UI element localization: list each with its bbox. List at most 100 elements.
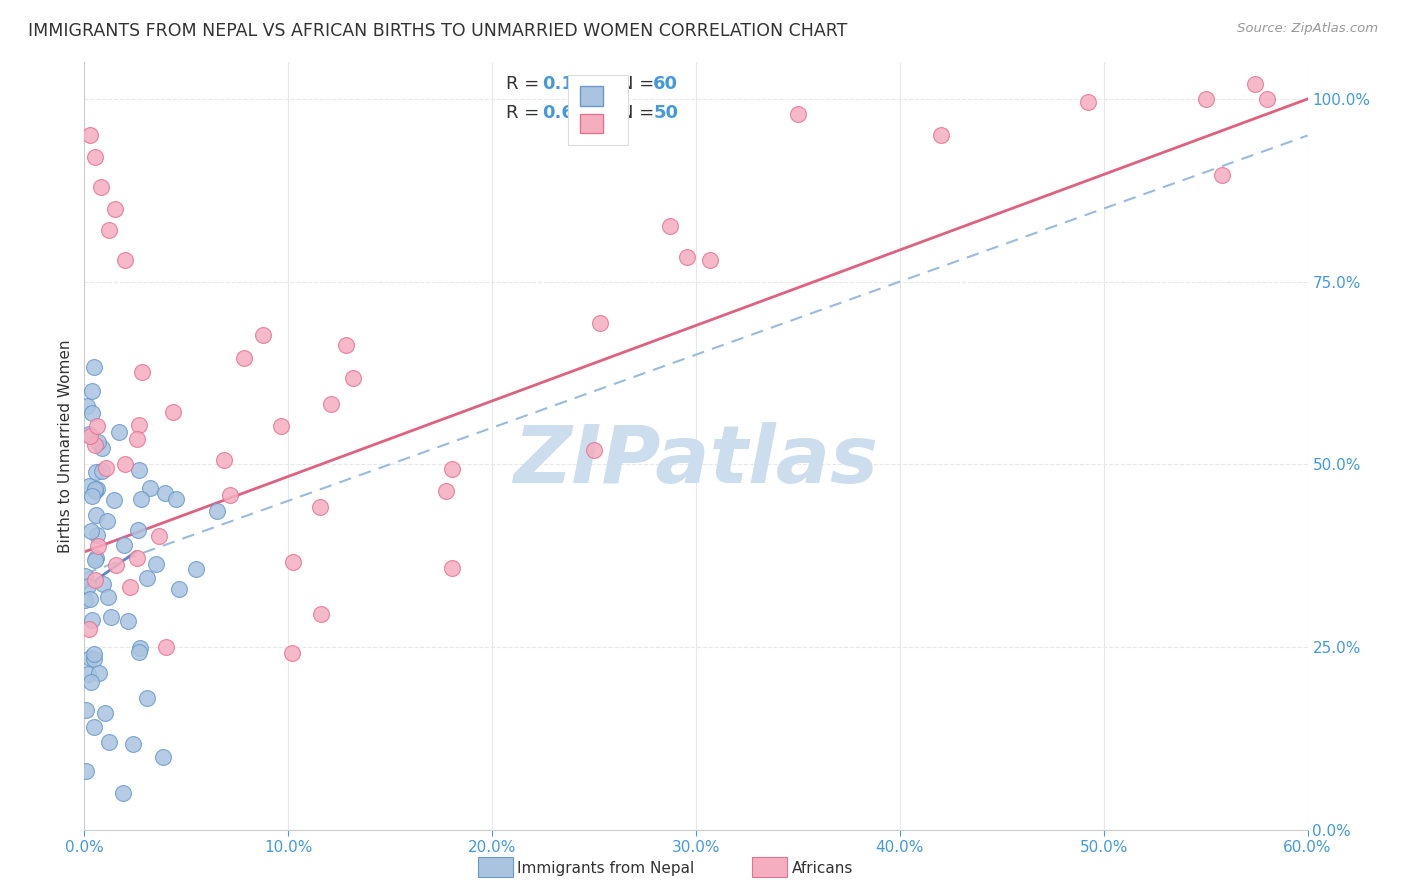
Point xyxy=(83,647,105,661)
Point xyxy=(90,179,112,194)
Point xyxy=(281,555,304,569)
Point xyxy=(440,461,463,475)
Point xyxy=(79,128,101,143)
Point xyxy=(127,524,149,538)
Point xyxy=(145,558,167,572)
Point xyxy=(75,703,97,717)
Point xyxy=(86,508,108,522)
Text: N =: N = xyxy=(620,103,661,121)
Point xyxy=(1256,92,1278,106)
Point xyxy=(79,591,101,606)
Point xyxy=(89,666,111,681)
Point xyxy=(128,645,150,659)
Point xyxy=(80,407,103,421)
Point xyxy=(75,764,97,778)
Point xyxy=(80,489,103,503)
Point xyxy=(699,253,721,268)
Text: Source: ZipAtlas.com: Source: ZipAtlas.com xyxy=(1237,22,1378,36)
Point xyxy=(77,622,100,636)
Point xyxy=(80,613,103,627)
Point xyxy=(155,640,177,655)
Point xyxy=(1211,169,1233,183)
Point xyxy=(105,558,128,572)
Point xyxy=(125,551,148,566)
Point xyxy=(138,481,160,495)
Point xyxy=(1195,92,1218,106)
Point xyxy=(83,652,105,666)
Point xyxy=(84,573,107,587)
Point xyxy=(434,483,457,498)
Point xyxy=(122,737,145,751)
Point xyxy=(83,720,105,734)
Point xyxy=(79,428,101,442)
Point xyxy=(127,432,149,446)
Point xyxy=(675,250,697,264)
Point xyxy=(114,252,136,267)
Point xyxy=(84,553,107,567)
Point xyxy=(77,667,100,681)
Point xyxy=(91,441,114,455)
Legend: , : , xyxy=(568,75,628,145)
Point xyxy=(252,328,274,343)
Point xyxy=(659,219,682,233)
Point xyxy=(1077,95,1099,109)
Y-axis label: Births to Unmarried Women: Births to Unmarried Women xyxy=(58,339,73,553)
Point xyxy=(148,528,170,542)
Point xyxy=(309,500,332,515)
Point xyxy=(96,461,118,475)
Point xyxy=(79,524,101,538)
Point xyxy=(212,453,235,467)
Point xyxy=(100,610,122,624)
Point xyxy=(270,419,292,434)
Point xyxy=(87,539,110,553)
Point xyxy=(82,384,104,398)
Point xyxy=(84,551,107,566)
Text: ZIPatlas: ZIPatlas xyxy=(513,422,879,500)
Point xyxy=(136,571,159,585)
Point xyxy=(75,593,97,607)
Point xyxy=(218,488,240,502)
Point xyxy=(103,493,125,508)
Text: 0.143: 0.143 xyxy=(541,75,599,94)
Point xyxy=(131,365,153,379)
Point xyxy=(91,577,114,591)
Point xyxy=(321,397,343,411)
Point xyxy=(87,435,110,450)
Point xyxy=(153,485,176,500)
Point xyxy=(167,582,190,596)
Point xyxy=(104,202,127,216)
Point xyxy=(929,128,952,143)
Point xyxy=(84,482,107,496)
Point xyxy=(96,514,118,528)
Point xyxy=(83,359,105,374)
Point xyxy=(90,464,112,478)
Point xyxy=(335,338,357,352)
Point xyxy=(80,674,103,689)
Point xyxy=(165,492,187,507)
Text: N =: N = xyxy=(620,75,661,94)
Point xyxy=(112,538,135,552)
Point xyxy=(152,749,174,764)
Point xyxy=(97,590,120,604)
Point xyxy=(128,641,150,656)
Point xyxy=(162,405,184,419)
Point xyxy=(77,579,100,593)
Point xyxy=(83,484,105,499)
Point xyxy=(787,106,810,120)
Point xyxy=(76,399,98,413)
Point xyxy=(583,442,606,457)
Point xyxy=(86,482,108,496)
Point xyxy=(1244,78,1267,92)
Point xyxy=(281,646,304,660)
Text: Africans: Africans xyxy=(792,862,853,876)
Point xyxy=(186,562,208,576)
Point xyxy=(114,457,136,471)
Text: R =: R = xyxy=(506,103,546,121)
Point xyxy=(94,706,117,720)
Point xyxy=(135,691,157,706)
Point xyxy=(131,492,153,507)
Text: IMMIGRANTS FROM NEPAL VS AFRICAN BIRTHS TO UNMARRIED WOMEN CORRELATION CHART: IMMIGRANTS FROM NEPAL VS AFRICAN BIRTHS … xyxy=(28,22,848,40)
Point xyxy=(83,150,105,164)
Point xyxy=(120,580,142,594)
Point xyxy=(112,786,135,800)
